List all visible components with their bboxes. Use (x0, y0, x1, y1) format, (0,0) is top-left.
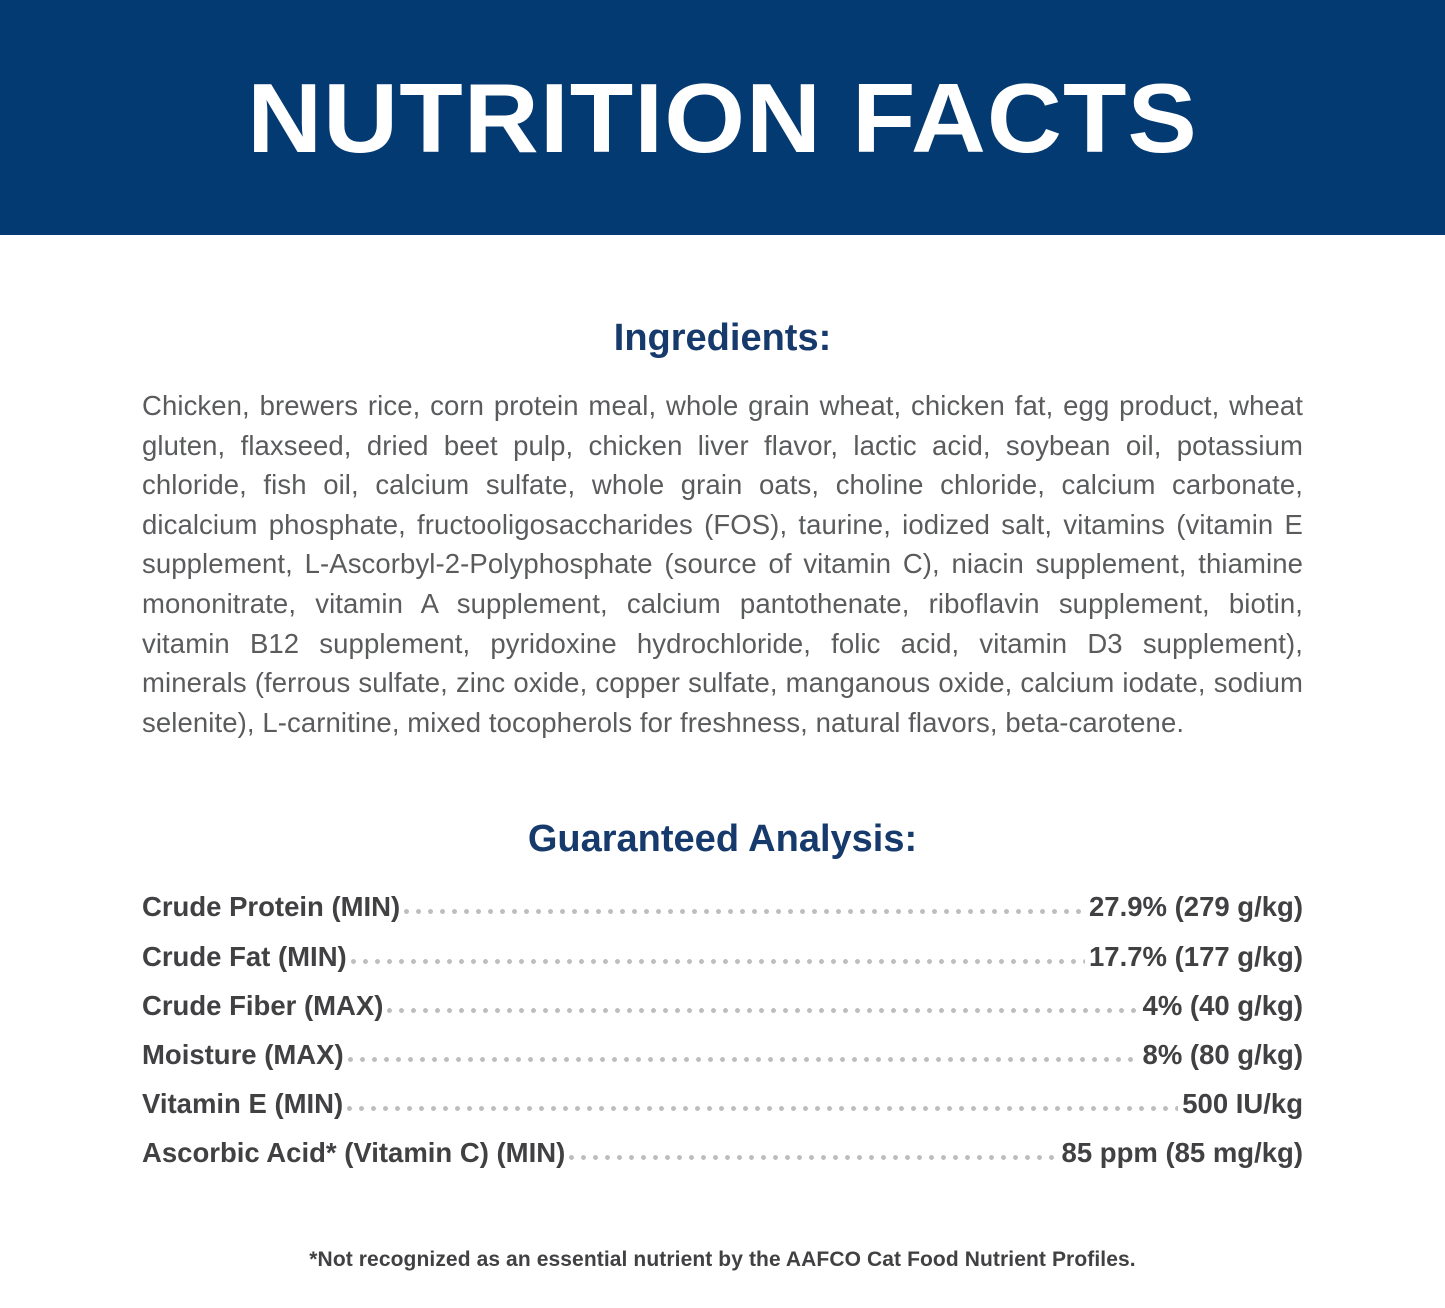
guaranteed-analysis-heading: Guaranteed Analysis: (527, 818, 918, 861)
analysis-row-label: Crude Fiber (MAX) (142, 989, 384, 1021)
analysis-row: Crude Fiber (MAX) 4% (40 g/kg) (142, 990, 1303, 1039)
analysis-row-value: 27.9% (279 g/kg) (1089, 891, 1303, 923)
analysis-row-label: Ascorbic Acid* (Vitamin C) (MIN) (142, 1137, 566, 1169)
analysis-row-label: Moisture (MAX) (142, 1038, 344, 1070)
dotted-leader (347, 1106, 1179, 1112)
dotted-leader (569, 1155, 1058, 1161)
page-title: NUTRITION FACTS (247, 62, 1198, 173)
label-content: Ingredients: Chicken, brewers rice, corn… (0, 317, 1445, 1272)
analysis-row-label: Crude Fat (MIN) (142, 940, 347, 972)
analysis-row: Moisture (MAX) 8% (80 g/kg) (142, 1039, 1303, 1088)
guaranteed-analysis-list: Crude Protein (MIN) 27.9% (279 g/kg) Crude… (142, 891, 1303, 1186)
analysis-row-value: 85 ppm (85 mg/kg) (1061, 1137, 1303, 1169)
analysis-row-value: 4% (40 g/kg) (1142, 989, 1303, 1021)
dotted-leader (350, 958, 1086, 964)
analysis-row: Crude Protein (MIN) 27.9% (279 g/kg) (142, 891, 1303, 940)
analysis-row-label: Vitamin E (MIN) (142, 1088, 344, 1120)
dotted-leader (404, 909, 1086, 915)
nutrition-facts-header-band: NUTRITION FACTS (0, 0, 1445, 235)
dotted-leader (387, 1007, 1139, 1013)
analysis-row: Ascorbic Acid* (Vitamin C) (MIN) 85 ppm (… (142, 1137, 1303, 1186)
footnote-text: *Not recognized as an essential nutrient… (309, 1248, 1136, 1272)
analysis-row-label: Crude Protein (MIN) (142, 891, 401, 923)
dotted-leader (347, 1056, 1139, 1062)
analysis-row-value: 500 IU/kg (1182, 1088, 1303, 1120)
ingredients-body-text: Chicken, brewers rice, corn protein meal… (142, 390, 1303, 738)
analysis-row: Crude Fat (MIN) 17.7% (177 g/kg) (142, 941, 1303, 990)
analysis-row: Vitamin E (MIN) 500 IU/kg (142, 1088, 1303, 1137)
analysis-row-value: 8% (80 g/kg) (1142, 1038, 1303, 1070)
analysis-row-value: 17.7% (177 g/kg) (1089, 940, 1303, 972)
ingredients-heading: Ingredients: (613, 317, 832, 359)
